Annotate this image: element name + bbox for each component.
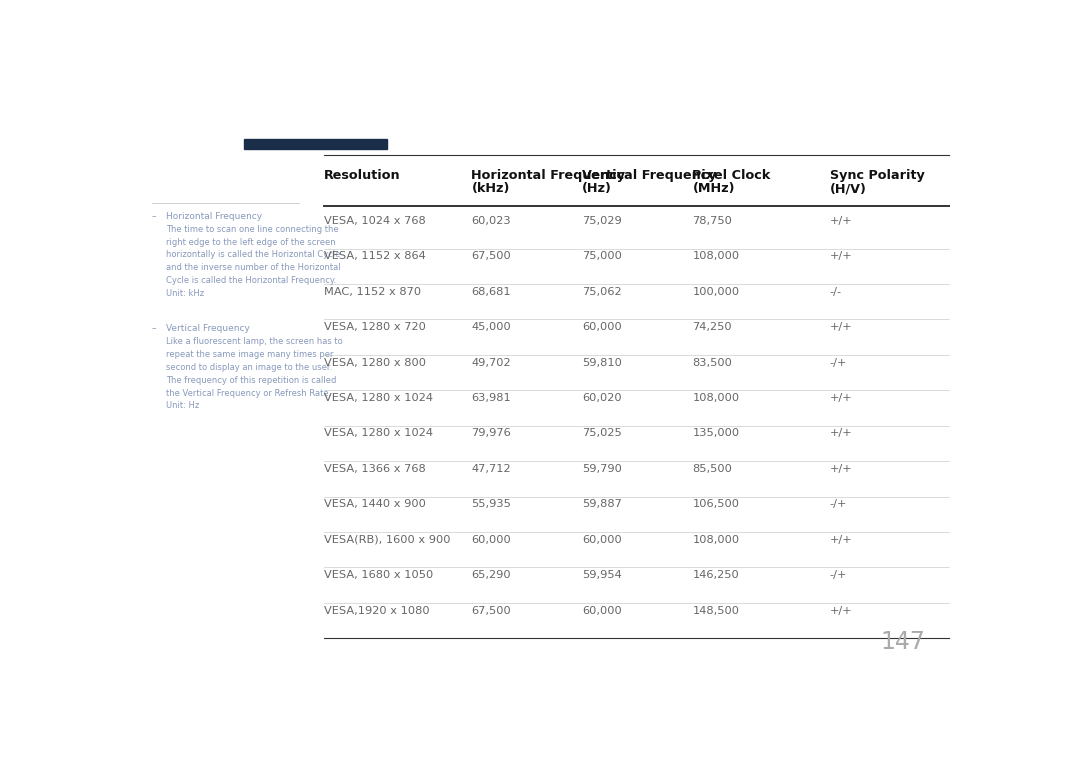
- Text: 85,500: 85,500: [692, 464, 732, 474]
- Text: +/+: +/+: [829, 322, 852, 332]
- Text: –: –: [152, 211, 157, 221]
- Text: Like a fluorescent lamp, the screen has to
repeat the same image many times per
: Like a fluorescent lamp, the screen has …: [166, 337, 342, 410]
- Text: 63,981: 63,981: [472, 393, 511, 403]
- Text: +/+: +/+: [829, 535, 852, 545]
- Text: 106,500: 106,500: [692, 499, 740, 509]
- Text: MAC, 1152 x 870: MAC, 1152 x 870: [324, 287, 421, 297]
- Text: +/+: +/+: [829, 216, 852, 226]
- Text: 74,250: 74,250: [692, 322, 732, 332]
- Text: VESA, 1024 x 768: VESA, 1024 x 768: [324, 216, 426, 226]
- Text: +/+: +/+: [829, 606, 852, 616]
- Text: VESA, 1152 x 864: VESA, 1152 x 864: [324, 251, 426, 262]
- Text: +/+: +/+: [829, 429, 852, 439]
- Text: 67,500: 67,500: [472, 251, 511, 262]
- Text: 55,935: 55,935: [472, 499, 511, 509]
- Text: VESA, 1280 x 720: VESA, 1280 x 720: [324, 322, 426, 332]
- Text: 78,750: 78,750: [692, 216, 732, 226]
- Text: Vertical Frequency: Vertical Frequency: [582, 169, 716, 182]
- Text: 60,000: 60,000: [472, 535, 511, 545]
- Text: Horizontal Frequency: Horizontal Frequency: [166, 211, 262, 221]
- Text: 45,000: 45,000: [472, 322, 511, 332]
- Text: 75,000: 75,000: [582, 251, 622, 262]
- Text: VESA(RB), 1600 x 900: VESA(RB), 1600 x 900: [324, 535, 450, 545]
- Text: 59,810: 59,810: [582, 358, 622, 368]
- Text: 60,023: 60,023: [472, 216, 511, 226]
- Text: 135,000: 135,000: [692, 429, 740, 439]
- Text: Resolution: Resolution: [324, 169, 401, 182]
- Text: VESA, 1366 x 768: VESA, 1366 x 768: [324, 464, 426, 474]
- Text: +/+: +/+: [829, 251, 852, 262]
- Text: VESA, 1680 x 1050: VESA, 1680 x 1050: [324, 570, 433, 580]
- Text: 47,712: 47,712: [472, 464, 511, 474]
- Text: 68,681: 68,681: [472, 287, 511, 297]
- Text: -/+: -/+: [829, 499, 847, 509]
- Text: 146,250: 146,250: [692, 570, 739, 580]
- Text: (Hz): (Hz): [582, 182, 612, 195]
- Text: 65,290: 65,290: [472, 570, 511, 580]
- Text: VESA, 1440 x 900: VESA, 1440 x 900: [324, 499, 426, 509]
- Text: +/+: +/+: [829, 393, 852, 403]
- Text: 59,790: 59,790: [582, 464, 622, 474]
- Text: –: –: [152, 324, 157, 333]
- Text: Horizontal Frequency: Horizontal Frequency: [472, 169, 625, 182]
- Text: 108,000: 108,000: [692, 251, 740, 262]
- Bar: [243, 140, 387, 149]
- Text: Pixel Clock: Pixel Clock: [692, 169, 771, 182]
- Text: 75,062: 75,062: [582, 287, 622, 297]
- Text: 67,500: 67,500: [472, 606, 511, 616]
- Text: The time to scan one line connecting the
right edge to the left edge of the scre: The time to scan one line connecting the…: [166, 225, 340, 298]
- Text: 60,020: 60,020: [582, 393, 622, 403]
- Text: Sync Polarity: Sync Polarity: [829, 169, 924, 182]
- Text: 83,500: 83,500: [692, 358, 732, 368]
- Text: 59,954: 59,954: [582, 570, 622, 580]
- Text: 79,976: 79,976: [472, 429, 511, 439]
- Text: 59,887: 59,887: [582, 499, 622, 509]
- Text: 147: 147: [880, 629, 926, 654]
- Text: 108,000: 108,000: [692, 535, 740, 545]
- Text: -/-: -/-: [829, 287, 841, 297]
- Text: 75,029: 75,029: [582, 216, 622, 226]
- Text: (MHz): (MHz): [692, 182, 735, 195]
- Text: 60,000: 60,000: [582, 322, 622, 332]
- Text: VESA, 1280 x 1024: VESA, 1280 x 1024: [324, 393, 433, 403]
- Text: Vertical Frequency: Vertical Frequency: [166, 324, 249, 333]
- Text: -/+: -/+: [829, 570, 847, 580]
- Text: VESA, 1280 x 800: VESA, 1280 x 800: [324, 358, 427, 368]
- Text: 60,000: 60,000: [582, 606, 622, 616]
- Text: VESA, 1280 x 1024: VESA, 1280 x 1024: [324, 429, 433, 439]
- Text: 75,025: 75,025: [582, 429, 622, 439]
- Text: 49,702: 49,702: [472, 358, 511, 368]
- Text: 148,500: 148,500: [692, 606, 740, 616]
- Text: (kHz): (kHz): [472, 182, 510, 195]
- Text: -/+: -/+: [829, 358, 847, 368]
- Text: 60,000: 60,000: [582, 535, 622, 545]
- Text: +/+: +/+: [829, 464, 852, 474]
- Text: VESA,1920 x 1080: VESA,1920 x 1080: [324, 606, 430, 616]
- Text: 108,000: 108,000: [692, 393, 740, 403]
- Text: 100,000: 100,000: [692, 287, 740, 297]
- Text: (H/V): (H/V): [829, 182, 866, 195]
